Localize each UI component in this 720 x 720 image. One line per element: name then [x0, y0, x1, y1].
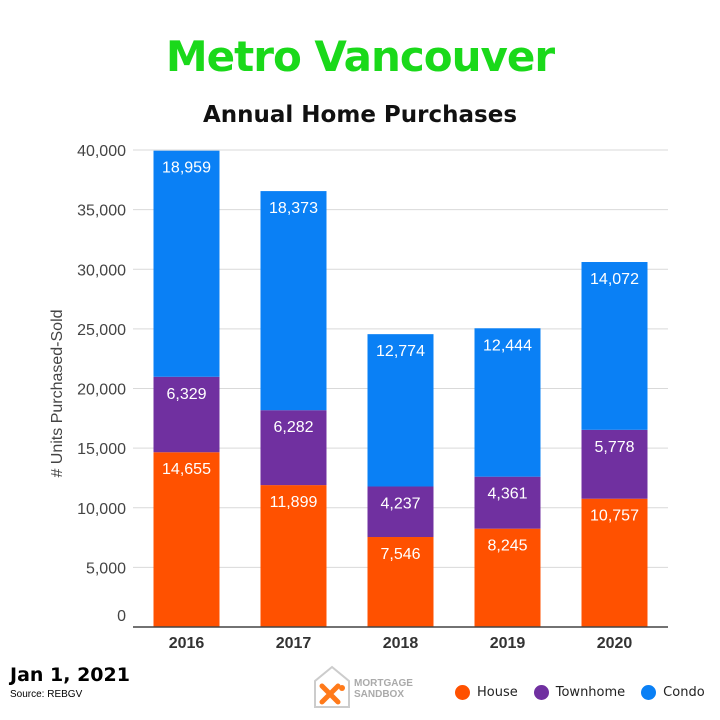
- data-label: 14,072: [590, 271, 639, 288]
- legend: House Townhome Condo: [455, 685, 705, 700]
- bar-condo-2020: [581, 262, 648, 430]
- data-label: 18,959: [162, 160, 211, 177]
- source-note: Source: REBGV: [10, 689, 83, 700]
- y-tick-label: 10,000: [77, 501, 126, 518]
- legend-label-townhome: Townhome: [555, 685, 626, 700]
- data-label: 6,329: [166, 386, 206, 403]
- logo-text-mortgage: MORTGAGE: [354, 678, 413, 689]
- y-axis-title: # Units Purchased-Sold: [49, 309, 66, 477]
- data-label: 6,282: [273, 419, 313, 436]
- legend-swatch-house: [455, 685, 470, 700]
- legend-label-condo: Condo: [663, 685, 705, 700]
- data-label: 4,237: [380, 495, 420, 512]
- x-tick-label: 2016: [169, 635, 205, 652]
- house-x-icon: [314, 665, 350, 708]
- y-tick-label: 5,000: [86, 560, 126, 577]
- legend-label-house: House: [477, 685, 518, 700]
- legend-item-condo: Condo: [641, 685, 705, 700]
- bar-house-2017: [260, 485, 327, 627]
- y-tick-label: 15,000: [77, 441, 126, 458]
- legend-item-house: House: [455, 685, 518, 700]
- x-tick-label: 2017: [276, 635, 312, 652]
- stacked-bar-chart: 0 5,000 10,000 15,000 20,000 25,000 30,000 35,0…: [49, 143, 668, 652]
- bar-house-2018: [367, 537, 434, 627]
- data-label: 8,245: [487, 538, 527, 555]
- bar-house-2016: [153, 452, 220, 627]
- bar-house-2019: [474, 528, 541, 627]
- bar-townhome-2017: [260, 410, 327, 486]
- bar-condo-2019: [474, 328, 541, 477]
- bar-condo-2016: [153, 150, 220, 377]
- data-label: 4,361: [487, 486, 527, 503]
- y-tick-label: 20,000: [77, 382, 126, 399]
- y-tick-label: 40,000: [77, 143, 126, 160]
- data-label: 14,655: [162, 461, 211, 478]
- y-tick-label: 30,000: [77, 262, 126, 279]
- x-tick-label: 2018: [383, 635, 419, 652]
- legend-swatch-condo: [641, 685, 657, 700]
- legend-item-townhome: Townhome: [533, 685, 626, 700]
- bar-townhome-2016: [153, 376, 220, 453]
- bar-condo-2018: [367, 334, 434, 487]
- data-label: 12,774: [376, 343, 425, 360]
- mortgage-sandbox-logo: MORTGAGE SANDBOX: [312, 664, 422, 710]
- page-title: Metro Vancouver: [165, 32, 555, 81]
- data-label: 7,546: [380, 546, 420, 563]
- bar-condo-2017: [260, 191, 327, 411]
- date-note: Jan 1, 2021: [10, 664, 130, 686]
- data-label: 10,757: [590, 508, 639, 525]
- y-tick-label: 25,000: [77, 322, 126, 339]
- data-label: 11,899: [270, 494, 318, 511]
- y-tick-label: 0: [117, 608, 126, 625]
- y-tick-label: 35,000: [77, 203, 126, 220]
- bar-townhome-2019: [474, 476, 541, 529]
- legend-swatch-townhome: [533, 685, 549, 700]
- bar-townhome-2018: [367, 486, 434, 538]
- bar-house-2020: [581, 498, 648, 627]
- x-tick-label: 2019: [490, 635, 526, 652]
- x-tick-label: 2020: [597, 635, 633, 652]
- chart-title: Annual Home Purchases: [202, 102, 518, 128]
- bar-townhome-2020: [581, 429, 648, 499]
- logo-text-sandbox: SANDBOX: [354, 689, 405, 700]
- data-label: 12,444: [483, 337, 532, 354]
- data-label: 18,373: [269, 200, 318, 217]
- data-label: 5,778: [594, 439, 634, 456]
